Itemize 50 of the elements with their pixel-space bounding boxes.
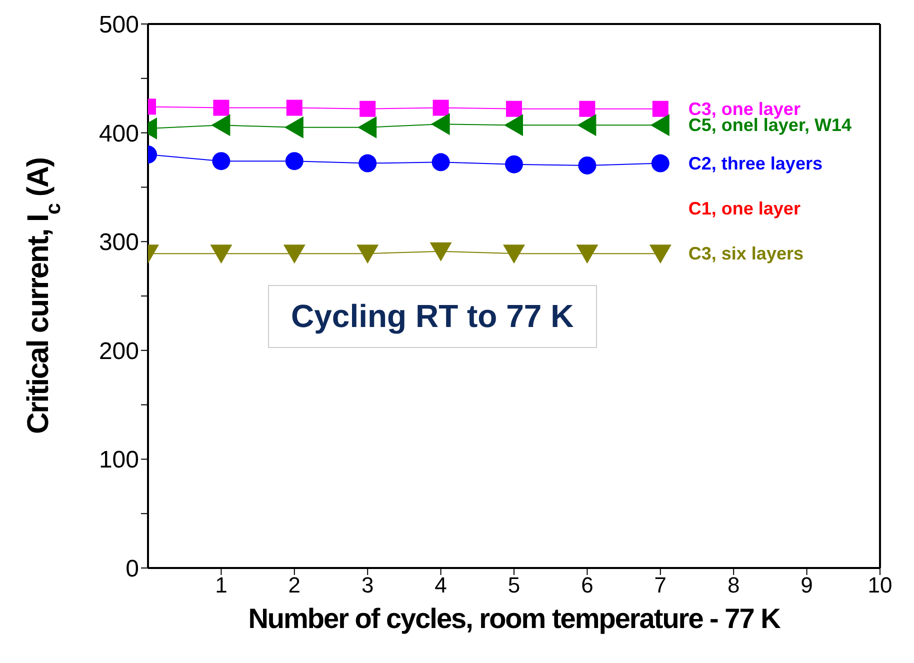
point: [506, 100, 522, 117]
x-tick-label: 4: [434, 572, 447, 598]
series-label: C2, three layers: [688, 153, 822, 174]
y-tick-label: 200: [98, 338, 139, 365]
point: [504, 114, 523, 136]
point: [213, 100, 230, 116]
point: [577, 114, 596, 136]
point: [211, 114, 230, 136]
point: [210, 244, 232, 264]
x-axis-title: Number of cycles, room temperature - 77 K: [248, 603, 781, 634]
y-tick-label: 0: [126, 556, 139, 583]
x-tick-label: 1: [215, 572, 228, 598]
point: [285, 152, 304, 170]
point: [578, 156, 596, 174]
x-tick-label: 10: [868, 572, 892, 598]
point: [503, 244, 525, 264]
x-tick-label: 6: [581, 572, 594, 598]
point: [430, 113, 450, 136]
x-tick-label: 3: [361, 572, 374, 598]
x-tick-label: 8: [727, 572, 740, 598]
point: [284, 116, 304, 138]
point: [649, 244, 672, 264]
point: [286, 100, 302, 116]
series-label: C3, one layer: [688, 98, 800, 119]
point: [432, 100, 449, 116]
point: [432, 153, 450, 172]
annotation: Cycling RT to 77 K: [268, 285, 597, 348]
point: [360, 100, 376, 117]
point: [356, 244, 379, 264]
point: [505, 155, 523, 174]
point: [579, 100, 596, 117]
x-tick-label: 7: [654, 572, 667, 598]
y-tick-label: 500: [98, 12, 139, 39]
legend-label: C1, one layer: [688, 198, 800, 218]
point: [358, 116, 377, 138]
series-label: C3, six layers: [688, 244, 804, 264]
point: [651, 154, 670, 172]
y-tick-label: 300: [98, 229, 139, 256]
x-tick-label: 9: [800, 572, 813, 598]
point: [283, 244, 306, 264]
point: [212, 152, 230, 170]
x-tick-label: 2: [288, 572, 301, 598]
y-tick-label: 100: [98, 446, 139, 474]
point: [430, 242, 452, 262]
x-tick-label: 5: [508, 572, 520, 598]
point: [358, 154, 377, 172]
y-tick-label: 400: [98, 120, 139, 148]
point: [652, 100, 668, 117]
point: [576, 244, 598, 264]
point: [650, 114, 670, 136]
